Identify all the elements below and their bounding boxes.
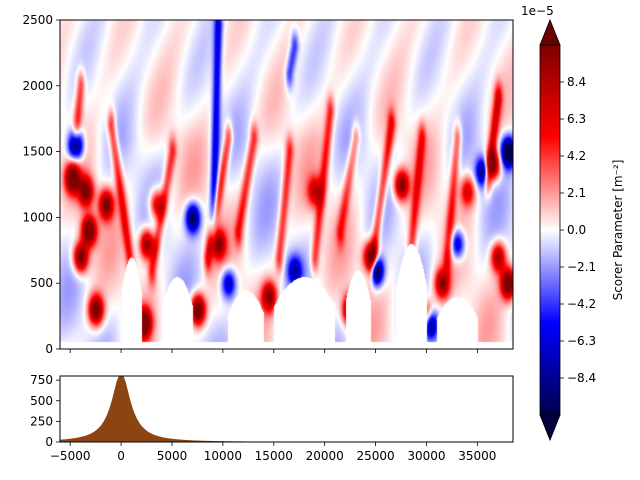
terrain-y-tick-label: 750 [30, 373, 53, 387]
terrain-y-tick-label: 500 [30, 394, 53, 408]
terrain-x-tick-label: 5000 [157, 449, 188, 463]
colorbar-ticks: 8.4 6.3 4.2 2.1 0.0 −2.1 −4.2 −6.3 −8.4 [560, 75, 596, 385]
terrain-plot-frame [59, 375, 514, 443]
main-y-tick-label: 0 [45, 342, 53, 356]
terrain-x-tick-label: −5000 [50, 449, 91, 463]
main-y-ticks: 0 500 1000 1500 2000 2500 [22, 13, 60, 356]
main-plot-frame [59, 19, 514, 350]
terrain-x-tick-label: 30000 [407, 449, 445, 463]
terrain-x-tick-label: 10000 [204, 449, 242, 463]
terrain-x-tick-label: 15000 [255, 449, 293, 463]
main-heatmap: 0 500 1000 1500 2000 2500 [22, 13, 514, 356]
colorbar-extend-top [539, 18, 561, 46]
main-x-ticks [69, 349, 478, 353]
colorbar-tick-label: −4.2 [567, 297, 596, 311]
terrain-x-tick-label: 20000 [306, 449, 344, 463]
terrain-x-tick-label: 25000 [356, 449, 394, 463]
colorbar: 8.4 6.3 4.2 2.1 0.0 −2.1 −4.2 −6.3 −8.4 1e−5 Sco… [521, 4, 625, 442]
colorbar-tick-label: 6.3 [567, 112, 586, 126]
terrain-x-tick-label: 0 [117, 449, 125, 463]
main-y-tick-label: 1000 [22, 210, 53, 224]
terrain-y-tick-label: 0 [45, 435, 53, 449]
colorbar-body [539, 44, 561, 416]
colorbar-extend-bottom [539, 414, 561, 442]
colorbar-offset-text: 1e−5 [521, 4, 554, 18]
colorbar-tick-label: −6.3 [567, 334, 596, 348]
colorbar-tick-label: −2.1 [567, 260, 596, 274]
terrain-y-ticks: 0 250 500 750 [30, 373, 60, 449]
main-y-tick-label: 500 [30, 276, 53, 290]
main-y-tick-label: 2000 [22, 79, 53, 93]
terrain-y-tick-label: 250 [30, 414, 53, 428]
colorbar-label: Scorer Parameter [m⁻²] [611, 160, 625, 301]
main-y-tick-label: 1500 [22, 145, 53, 159]
terrain-area [60, 376, 513, 442]
heatmap-image [60, 20, 513, 349]
terrain-plot: −5000 0 5000 10000 15000 20000 25000 30000 35000… [30, 373, 514, 463]
colorbar-tick-label: 0.0 [567, 223, 586, 237]
colorbar-tick-label: −8.4 [567, 371, 596, 385]
colorbar-tick-label: 4.2 [567, 149, 586, 163]
terrain-x-ticks: −5000 0 5000 10000 15000 20000 25000 30000 35000 [50, 442, 496, 463]
colorbar-tick-label: 2.1 [567, 186, 586, 200]
terrain-x-tick-label: 35000 [458, 449, 496, 463]
main-y-tick-label: 2500 [22, 13, 53, 27]
colorbar-tick-label: 8.4 [567, 75, 586, 89]
